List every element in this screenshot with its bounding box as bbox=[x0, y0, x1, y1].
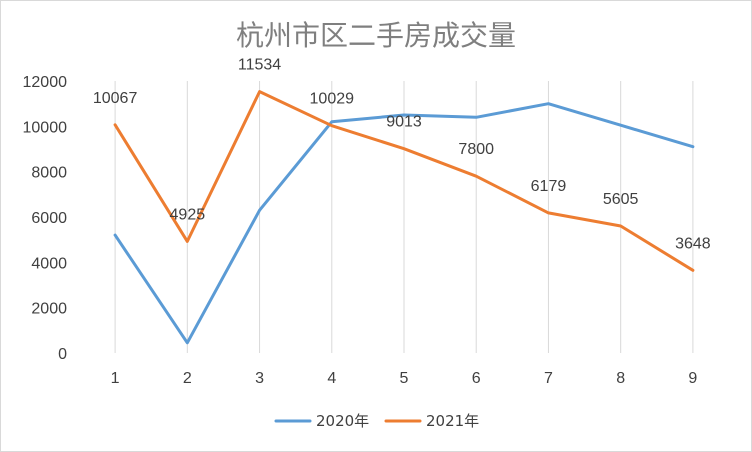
y-tick-label: 10000 bbox=[23, 119, 68, 136]
data-label: 4925 bbox=[170, 206, 206, 223]
series-line-2 bbox=[113, 90, 695, 272]
data-label: 3648 bbox=[675, 235, 711, 252]
y-tick-label: 0 bbox=[58, 346, 67, 363]
y-tick-label: 4000 bbox=[31, 255, 67, 272]
chart-title: 杭州市区二手房成交量 bbox=[236, 19, 516, 52]
legend-label-1: 2020年 bbox=[316, 412, 369, 430]
data-label: 5605 bbox=[603, 191, 639, 208]
x-tick-label: 2 bbox=[183, 370, 192, 387]
axis-ticks: 1 2 3 4 5 6 7 8 9 0 2000 4000 6000 8000 10000 12000 bbox=[23, 74, 698, 387]
data-label: 10029 bbox=[310, 91, 355, 108]
series-line-1 bbox=[113, 102, 695, 345]
data-labels: 10067 4925 11534 10029 9013 7800 6179 5605 3648 bbox=[93, 57, 711, 253]
legend: 2020年 2021年 bbox=[274, 412, 479, 430]
series-lines bbox=[113, 90, 695, 345]
x-tick-label: 6 bbox=[472, 370, 481, 387]
data-label: 9013 bbox=[386, 114, 422, 131]
x-tick-label: 8 bbox=[616, 370, 625, 387]
data-label: 11534 bbox=[238, 57, 281, 74]
y-tick-label: 12000 bbox=[23, 74, 68, 91]
x-tick-label: 4 bbox=[327, 370, 336, 387]
data-label: 6179 bbox=[531, 178, 567, 195]
data-label: 10067 bbox=[93, 90, 138, 107]
y-tick-label: 8000 bbox=[31, 165, 67, 182]
y-tick-label: 2000 bbox=[31, 301, 67, 318]
x-tick-label: 5 bbox=[400, 370, 409, 387]
x-tick-label: 3 bbox=[255, 370, 264, 387]
data-label: 7800 bbox=[458, 141, 494, 158]
x-tick-label: 1 bbox=[111, 370, 120, 387]
x-tick-label: 9 bbox=[688, 370, 697, 387]
x-tick-label: 7 bbox=[544, 370, 553, 387]
legend-label-2: 2021年 bbox=[426, 412, 479, 430]
y-tick-label: 6000 bbox=[31, 210, 67, 227]
